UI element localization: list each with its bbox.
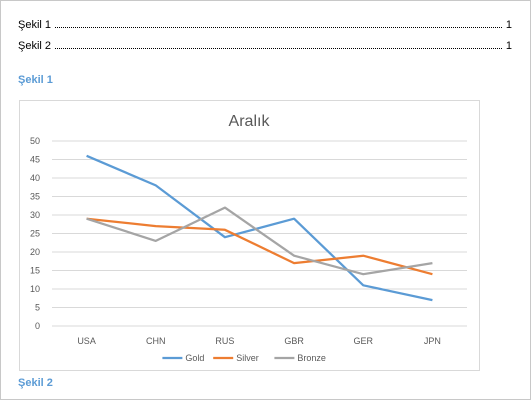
toc-entry-page: 1 <box>505 19 512 31</box>
chart-series <box>86 154 433 302</box>
y-tick-label: 15 <box>30 266 40 276</box>
chart-x-ticks: USA CHN RUS GBR GER JPN <box>77 336 441 346</box>
series-line-silver <box>86 217 433 276</box>
x-tick-label: RUS <box>215 336 234 346</box>
y-tick-label: 10 <box>30 284 40 294</box>
y-tick-label: 5 <box>35 303 40 313</box>
toc-entry-label: Şekil 1 <box>18 19 52 31</box>
x-tick-label: GER <box>353 336 373 346</box>
series-line-gold <box>86 154 433 302</box>
x-tick-label: CHN <box>146 336 166 346</box>
x-tick-label: JPN <box>424 336 441 346</box>
y-tick-label: 40 <box>30 173 40 183</box>
y-tick-label: 35 <box>30 192 40 202</box>
y-tick-label: 20 <box>30 247 40 257</box>
x-tick-label: GBR <box>284 336 304 346</box>
chart-title: Aralık <box>229 113 271 130</box>
line-chart: Aralık 0 5 10 15 20 25 30 35 40 45 50 USA CHN RUS GBR… <box>30 113 467 363</box>
y-tick-label: 50 <box>30 136 40 146</box>
toc-entry-1[interactable]: Şekil 1 1 <box>18 17 512 31</box>
chart-legend: Gold Silver Bronze <box>162 353 326 363</box>
toc-entry-label: Şekil 2 <box>18 40 52 52</box>
y-tick-label: 0 <box>35 321 40 331</box>
legend-label-bronze: Bronze <box>297 353 326 363</box>
y-tick-label: 30 <box>30 210 40 220</box>
toc-entry-2[interactable]: Şekil 2 1 <box>18 38 512 52</box>
chart-container[interactable]: Aralık 0 5 10 15 20 25 30 35 40 45 50 USA CHN RUS GBR… <box>19 100 480 371</box>
figure-caption-2: Şekil 2 <box>18 377 53 389</box>
figure-caption-1: Şekil 1 <box>18 74 53 86</box>
y-tick-label: 45 <box>30 155 40 165</box>
chart-gridlines <box>52 140 467 327</box>
y-tick-label: 25 <box>30 229 40 239</box>
series-line-bronze <box>86 206 433 276</box>
toc-entry-page: 1 <box>505 40 512 52</box>
legend-label-silver: Silver <box>236 353 259 363</box>
x-tick-label: USA <box>77 336 96 346</box>
toc-leader-dots <box>55 47 502 49</box>
toc-leader-dots <box>55 26 502 28</box>
legend-label-gold: Gold <box>185 353 204 363</box>
chart-y-ticks: 0 5 10 15 20 25 30 35 40 45 50 <box>30 136 40 331</box>
